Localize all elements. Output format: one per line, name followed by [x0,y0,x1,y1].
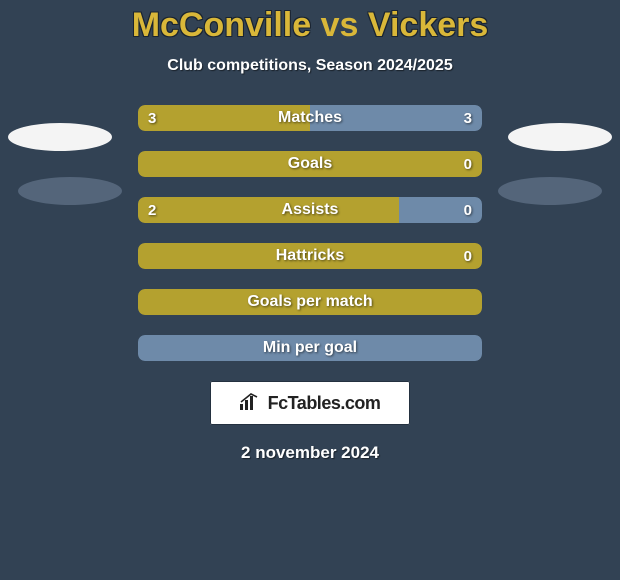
bar-label: Goals per match [138,289,482,315]
stat-row: Hattricks0 [138,243,482,269]
bar-label: Min per goal [138,335,482,361]
bar-value-left: 3 [148,105,156,131]
bar-label: Assists [138,197,482,223]
bar-value-left: 2 [148,197,156,223]
bar-label: Matches [138,105,482,131]
chart-icon [240,392,262,415]
vs-text: vs [321,6,359,44]
subtitle: Club competitions, Season 2024/2025 [0,57,620,75]
date-text: 2 november 2024 [0,443,620,463]
oval-top_left [8,123,112,151]
logo-box: FcTables.com [210,381,410,425]
player2-name: Vickers [368,6,488,44]
stat-bars: Matches33Goals0Assists20Hattricks0Goals … [138,105,482,361]
logo-text: FcTables.com [268,393,381,414]
stat-row: Goals per match [138,289,482,315]
bar-value-right: 0 [464,151,472,177]
oval-bot_left [18,177,122,205]
stat-row: Matches3 3 [138,105,482,131]
stat-row: Assists2 0 [138,197,482,223]
stat-row: Min per goal [138,335,482,361]
bar-value-right: 3 [464,105,472,131]
bar-value-right: 0 [464,243,472,269]
bar-label: Hattricks [138,243,482,269]
player1-name: McConville [132,6,311,44]
page-title: McConville vs Vickers [0,0,620,45]
oval-top_right [508,123,612,151]
bar-value-right: 0 [464,197,472,223]
stat-row: Goals0 [138,151,482,177]
bar-label: Goals [138,151,482,177]
oval-bot_right [498,177,602,205]
